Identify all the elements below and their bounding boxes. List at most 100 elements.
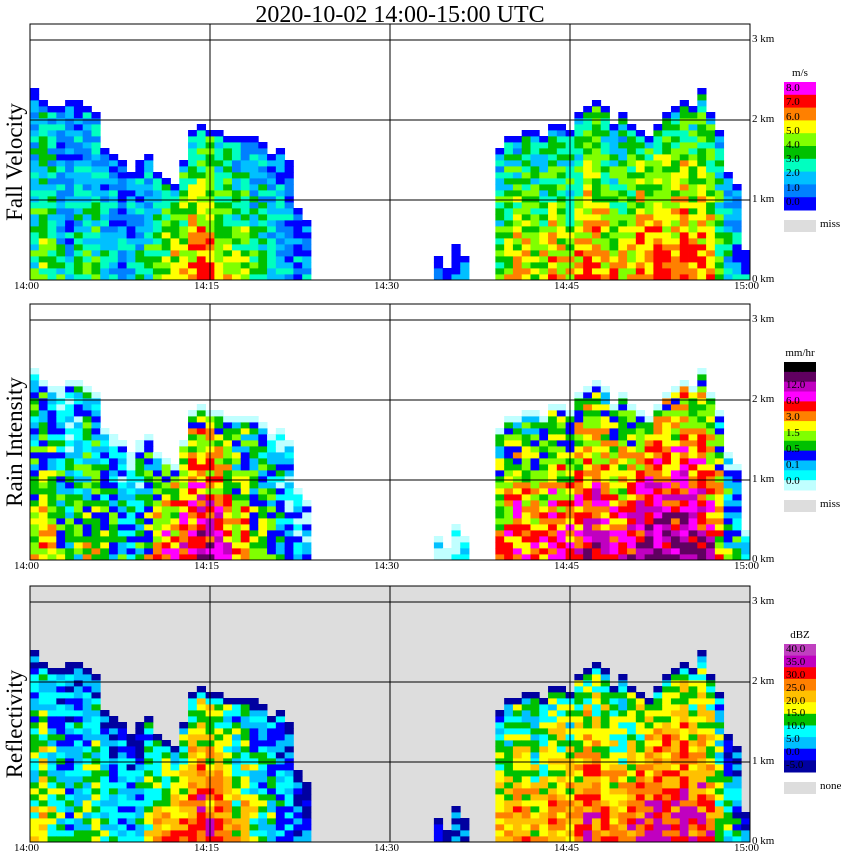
- heatmap-cell: [539, 542, 549, 549]
- heatmap-cell: [249, 208, 259, 215]
- heatmap-cell: [231, 250, 242, 257]
- heatmap-cell: [574, 542, 584, 549]
- heatmap-cell: [82, 794, 92, 801]
- heatmap-cell: [600, 734, 610, 741]
- heatmap-cell: [82, 806, 92, 813]
- heatmap-cell: [495, 262, 505, 269]
- heatmap-cell: [539, 136, 549, 143]
- heatmap-cell: [109, 232, 119, 239]
- heatmap-cell: [258, 452, 268, 459]
- heatmap-cell: [267, 506, 277, 513]
- heatmap-cell: [152, 542, 163, 549]
- heatmap-cell: [495, 226, 505, 233]
- heatmap-cell: [126, 758, 136, 765]
- heatmap-cell: [223, 214, 233, 221]
- heatmap-cell: [574, 752, 584, 759]
- heatmap-cell: [714, 512, 725, 519]
- heatmap-cell: [556, 488, 567, 495]
- heatmap-cell: [188, 196, 198, 203]
- heatmap-cell: [521, 530, 531, 537]
- heatmap-cell: [38, 386, 48, 393]
- heatmap-cell: [504, 770, 514, 777]
- heatmap-cell: [539, 488, 549, 495]
- heatmap-cell: [600, 806, 610, 813]
- heatmap-cell: [697, 226, 707, 233]
- heatmap-cell: [635, 136, 646, 143]
- heatmap-cell: [548, 130, 558, 137]
- heatmap-cell: [512, 458, 523, 465]
- heatmap-cell: [47, 674, 57, 681]
- heatmap-cell: [679, 130, 689, 137]
- heatmap-cell: [223, 752, 233, 759]
- heatmap-cell: [539, 262, 549, 269]
- y-tick-label: 0 km: [752, 553, 775, 565]
- heatmap-cell: [662, 190, 672, 197]
- heatmap-cell: [258, 710, 268, 717]
- heatmap-cell: [47, 698, 57, 705]
- heatmap-cell: [223, 274, 233, 281]
- heatmap-cell: [521, 740, 531, 747]
- heatmap-cell: [302, 274, 312, 281]
- heatmap-cell: [302, 530, 312, 537]
- heatmap-cell: [512, 202, 523, 209]
- heatmap-cell: [223, 800, 233, 807]
- heatmap-cell: [495, 506, 505, 513]
- heatmap-cell: [706, 674, 716, 681]
- heatmap-cell: [635, 422, 646, 429]
- heatmap-cell: [521, 512, 531, 519]
- heatmap-cell: [618, 812, 628, 819]
- heatmap-cell: [635, 836, 646, 843]
- heatmap-cell: [635, 274, 646, 281]
- heatmap-cell: [662, 788, 672, 795]
- heatmap-cell: [591, 728, 602, 735]
- heatmap-cell: [653, 542, 663, 549]
- heatmap-cell: [231, 536, 242, 543]
- heatmap-cell: [275, 172, 286, 179]
- heatmap-cell: [91, 226, 101, 233]
- heatmap-cell: [73, 536, 84, 543]
- heatmap-cell: [109, 746, 119, 753]
- heatmap-cell: [670, 178, 681, 185]
- heatmap-cell: [223, 220, 233, 227]
- heatmap-cell: [706, 208, 716, 215]
- heatmap-cell: [512, 154, 523, 161]
- heatmap-cell: [56, 818, 66, 825]
- heatmap-cell: [530, 524, 540, 531]
- heatmap-cell: [539, 178, 549, 185]
- heatmap-cell: [109, 476, 119, 483]
- heatmap-cell: [196, 692, 207, 699]
- heatmap-cell: [653, 464, 663, 471]
- heatmap-cell: [214, 710, 224, 717]
- heatmap-cell: [82, 758, 92, 765]
- heatmap-cell: [714, 202, 725, 209]
- heatmap-cell: [82, 710, 92, 717]
- heatmap-cell: [688, 518, 698, 525]
- heatmap-cell: [653, 440, 663, 447]
- heatmap-cell: [100, 214, 110, 221]
- heatmap-cell: [249, 794, 259, 801]
- heatmap-cell: [548, 482, 558, 489]
- heatmap-cell: [644, 512, 654, 519]
- heatmap-cell: [214, 464, 224, 471]
- heatmap-cell: [706, 680, 716, 687]
- heatmap-cell: [275, 428, 286, 435]
- colorbar-label: 6.0: [786, 395, 800, 407]
- heatmap-cell: [539, 428, 549, 435]
- heatmap-cell: [670, 752, 681, 759]
- heatmap-cell: [548, 740, 558, 747]
- heatmap-cell: [126, 752, 136, 759]
- heatmap-cell: [196, 142, 207, 149]
- heatmap-cell: [627, 488, 637, 495]
- heatmap-cell: [600, 494, 610, 501]
- heatmap-cell: [706, 428, 716, 435]
- heatmap-cell: [73, 698, 84, 705]
- heatmap-cell: [556, 220, 567, 227]
- heatmap-cell: [697, 494, 707, 501]
- heatmap-cell: [706, 758, 716, 765]
- heatmap-cell: [548, 458, 558, 465]
- heatmap-cell: [47, 716, 57, 723]
- heatmap-cell: [73, 836, 84, 843]
- heatmap-cell: [583, 698, 593, 705]
- colorbar-missing-label: miss: [820, 498, 841, 510]
- heatmap-cell: [627, 752, 637, 759]
